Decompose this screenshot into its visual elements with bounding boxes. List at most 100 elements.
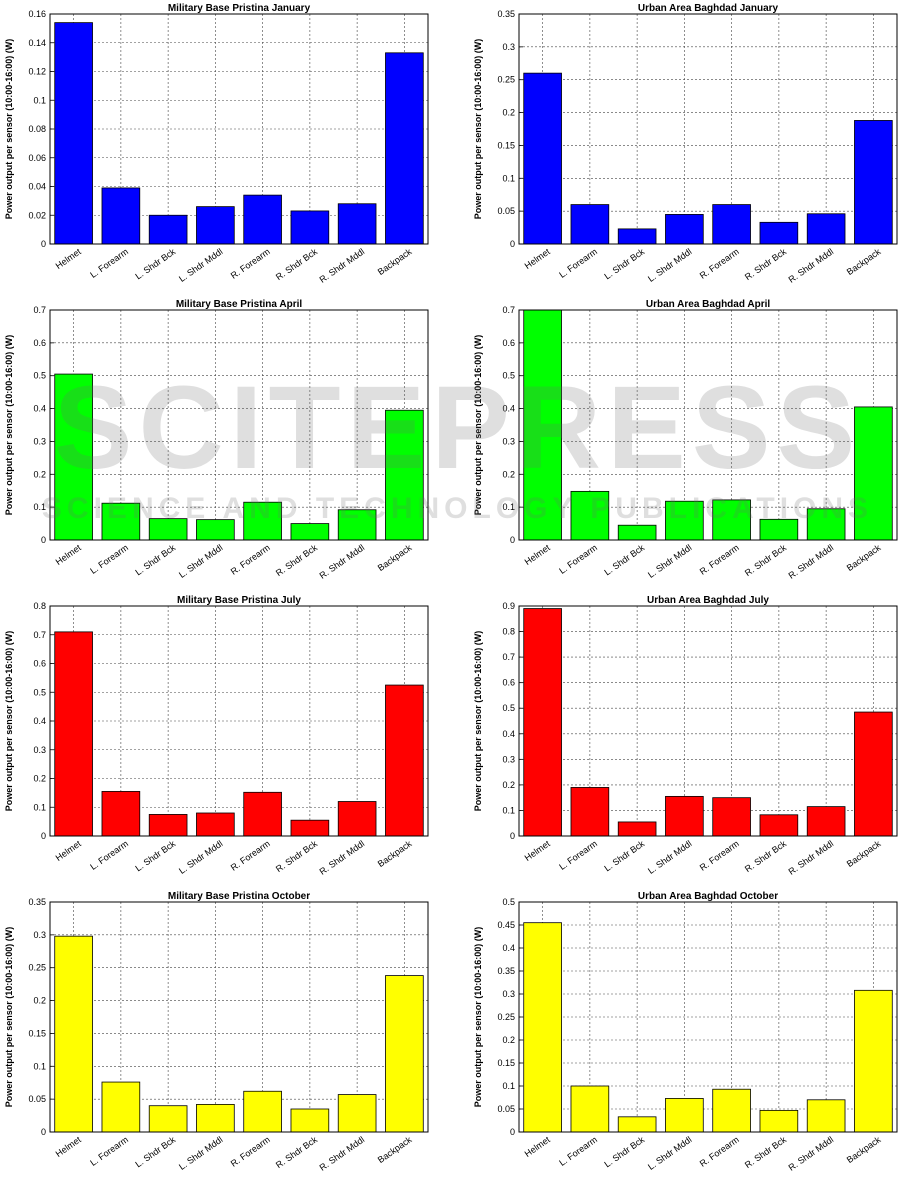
chart-title: Urban Area Baghdad October — [638, 891, 778, 902]
bar-backpack — [854, 711, 893, 837]
x-tick-label: R. Shdr Bck — [274, 838, 319, 874]
bar-l-shdr-bck — [617, 821, 657, 837]
x-tick-label: Backpack — [376, 838, 414, 869]
y-tick-label: 0.14 — [28, 38, 46, 48]
y-tick-label: 0.3 — [502, 436, 515, 446]
y-tick-label: 0.5 — [502, 897, 515, 907]
y-tick-label: 0.2 — [502, 469, 515, 479]
y-tick-label: 0.4 — [502, 404, 515, 414]
bar-l-shdr-mddl — [196, 1103, 235, 1133]
x-tick-label: R. Shdr Bck — [743, 1134, 788, 1170]
bar-r-shdr-bck — [290, 819, 330, 837]
y-tick-label: 0.2 — [502, 108, 515, 118]
x-tick-label: L. Shdr Mddl — [646, 838, 694, 875]
bar-l-shdr-bck — [148, 814, 188, 837]
plot-frame — [518, 13, 898, 245]
y-tick-label: 0.05 — [28, 1094, 46, 1104]
plot-area — [50, 310, 428, 540]
bar-r-forearm — [712, 499, 751, 541]
y-tick-label: 0.1 — [33, 802, 46, 812]
x-tick-label: L. Shdr Bck — [133, 246, 177, 281]
y-axis-label: Power output per sensor (10:00-16:00) (W… — [4, 631, 14, 812]
x-tick-label: R. Shdr Mddl — [787, 246, 836, 284]
bar-r-shdr-bck — [759, 518, 799, 541]
y-tick-label: 0.08 — [28, 124, 46, 134]
x-tick-label: Backpack — [845, 838, 883, 869]
x-tick-label: R. Shdr Mddl — [787, 542, 836, 580]
x-tick-label: R. Shdr Bck — [274, 1134, 319, 1170]
y-tick-label: 0.15 — [28, 1028, 46, 1038]
chart-panel-baghdad-july: Urban Area Baghdad July 0 0.1 0.2 0.3 0.4 0.5 0… — [469, 592, 906, 888]
y-tick-label: 0.1 — [502, 1081, 515, 1091]
y-tick-label: 0.02 — [28, 210, 46, 220]
x-tick-label: Backpack — [845, 542, 883, 573]
bar-l-shdr-bck — [617, 524, 657, 541]
bar-l-shdr-mddl — [196, 206, 235, 245]
x-tick-label: R. Shdr Bck — [274, 542, 319, 578]
bar-r-shdr-mddl — [337, 801, 377, 837]
bar-l-forearm — [101, 187, 141, 245]
x-tick-label: R. Forearm — [698, 246, 741, 280]
bar-l-forearm — [570, 490, 610, 541]
bar-r-shdr-bck — [290, 1108, 330, 1133]
bar-r-shdr-mddl — [806, 508, 846, 541]
x-tick-label: Backpack — [376, 542, 414, 573]
bar-chart: Military Base Pristina January 0 0.02 0.04 0… — [4, 3, 429, 285]
y-tick-label: 0.1 — [502, 805, 515, 815]
bar-chart: Military Base Pristina April 0 0.1 0.2 0.3 0.… — [4, 299, 429, 581]
chart-panel-pristina-april: Military Base Pristina April 0 0.1 0.2 0.3 0.… — [0, 296, 437, 592]
y-tick-label: 0.4 — [502, 729, 515, 739]
bar-r-shdr-bck — [759, 221, 799, 245]
x-tick-label: Helmet — [523, 542, 552, 567]
bar-backpack — [854, 989, 893, 1133]
y-tick-label: 0 — [510, 831, 515, 841]
x-tick-label: R. Forearm — [229, 246, 272, 280]
y-axis-label: Power output per sensor (10:00-16:00) (W… — [4, 335, 14, 516]
x-tick-label: R. Shdr Bck — [743, 838, 788, 874]
x-tick-label: L. Forearm — [557, 838, 599, 871]
y-axis-label: Power output per sensor (10:00-16:00) (W… — [4, 927, 14, 1108]
y-tick-label: 0.4 — [502, 943, 515, 953]
x-tick-label: L. Shdr Bck — [133, 838, 177, 873]
bar-l-shdr-mddl — [665, 795, 704, 837]
x-tick-label: L. Forearm — [557, 542, 599, 575]
plot-frame — [49, 13, 429, 245]
y-tick-label: 0 — [510, 535, 515, 545]
bar-l-shdr-mddl — [665, 500, 704, 541]
y-tick-label: 0.2 — [33, 996, 46, 1006]
x-tick-label: R. Forearm — [698, 542, 741, 576]
x-tick-label: L. Shdr Bck — [133, 1134, 177, 1169]
bar-r-shdr-mddl — [337, 1094, 377, 1133]
bar-r-forearm — [712, 797, 751, 837]
x-tick-label: L. Shdr Mddl — [177, 838, 225, 875]
bar-l-shdr-bck — [148, 214, 188, 245]
y-tick-label: 0.5 — [33, 371, 46, 381]
x-tick-label: R. Forearm — [229, 1134, 272, 1168]
y-axis-label: Power output per sensor (10:00-16:00) (W… — [473, 631, 483, 812]
bar-backpack — [385, 409, 424, 541]
chart-title: Military Base Pristina October — [168, 891, 310, 902]
x-tick-label: L. Shdr Bck — [602, 838, 646, 873]
x-tick-label: Backpack — [845, 1134, 883, 1165]
bar-l-shdr-bck — [148, 518, 188, 541]
x-tick-label: Helmet — [54, 246, 83, 271]
bar-r-shdr-bck — [290, 523, 330, 541]
bar-helmet — [54, 22, 93, 245]
y-tick-label: 0 — [510, 239, 515, 249]
y-tick-label: 0.25 — [497, 1012, 515, 1022]
x-tick-label: L. Shdr Mddl — [646, 246, 694, 283]
x-tick-label: Backpack — [845, 246, 883, 277]
plot-frame — [49, 605, 429, 837]
y-tick-label: 0.3 — [502, 42, 515, 52]
y-tick-label: 0.7 — [33, 305, 46, 315]
y-tick-label: 0.2 — [502, 780, 515, 790]
y-tick-label: 0.35 — [28, 897, 46, 907]
bar-r-forearm — [243, 1090, 282, 1133]
y-tick-label: 0.25 — [28, 963, 46, 973]
x-tick-label: R. Forearm — [698, 838, 741, 872]
bar-l-forearm — [101, 502, 141, 541]
x-tick-label: Backpack — [376, 246, 414, 277]
bar-r-shdr-bck — [759, 814, 799, 837]
y-tick-label: 0.6 — [33, 659, 46, 669]
bar-helmet — [523, 309, 562, 541]
